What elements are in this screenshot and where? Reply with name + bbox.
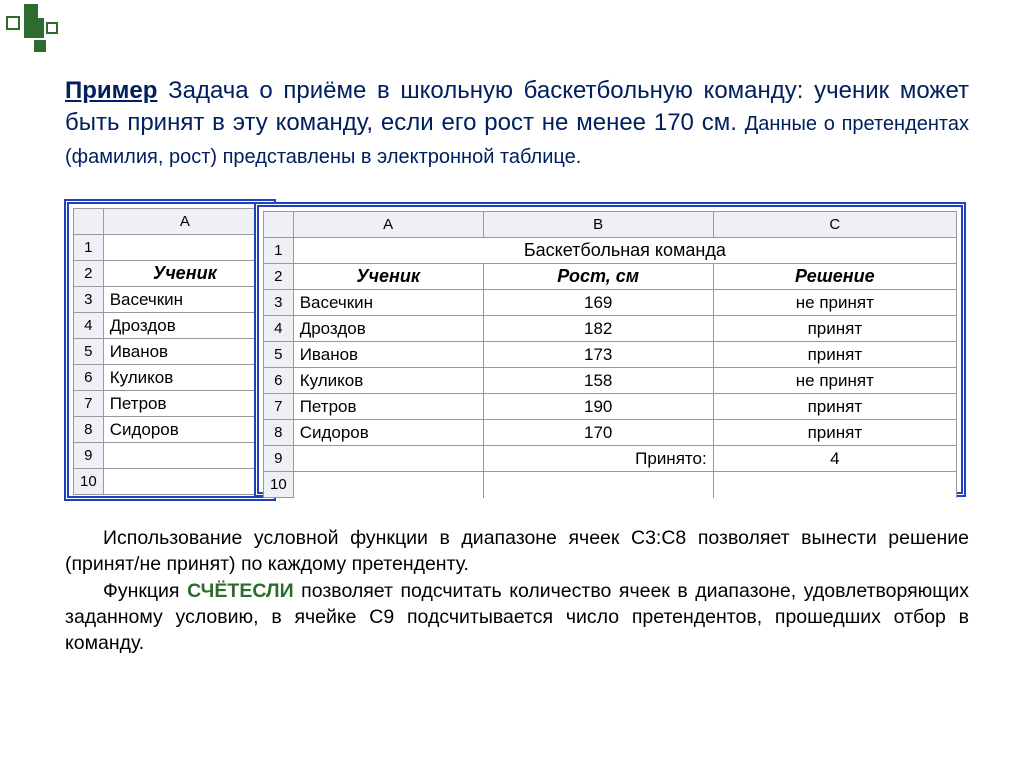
cell-height: 182 (483, 316, 713, 342)
cell-name: Васечкин (293, 290, 483, 316)
cell: Дроздов (103, 313, 266, 339)
row-num: 5 (264, 342, 294, 368)
row-num: 2 (264, 264, 294, 290)
row-num: 6 (264, 368, 294, 394)
row-num: 5 (74, 339, 104, 365)
row-num: 8 (74, 417, 104, 443)
table-row: 6 Куликов 158 не принят (264, 368, 957, 394)
cell (293, 472, 483, 498)
row-num: 9 (74, 443, 104, 469)
table-row: 5 Иванов 173 принят (264, 342, 957, 368)
cell (713, 472, 956, 498)
front-spreadsheet-frame: A B C 1 Баскетбольная команда 2 Ученик Р… (255, 203, 965, 496)
cell (103, 469, 266, 495)
intro-paragraph: Пример Задача о приёме в школьную баскет… (65, 75, 969, 172)
front-spreadsheet: A B C 1 Баскетбольная команда 2 Ученик Р… (263, 211, 957, 498)
row-num: 8 (264, 420, 294, 446)
table-row: 7 Петров 190 принят (264, 394, 957, 420)
cell-height: 169 (483, 290, 713, 316)
cell-decision: принят (713, 394, 956, 420)
cell-name: Куликов (293, 368, 483, 394)
cell: Ученик (103, 261, 266, 287)
row-num: 7 (264, 394, 294, 420)
row-num: 10 (264, 472, 294, 498)
cell: Иванов (103, 339, 266, 365)
explain-line1: Использование условной функции в диапазо… (65, 527, 969, 575)
cell-height: 170 (483, 420, 713, 446)
cell-decision: не принят (713, 290, 956, 316)
row-num: 2 (74, 261, 104, 287)
row-num: 4 (264, 316, 294, 342)
row-num: 9 (264, 446, 294, 472)
row-num: 10 (74, 469, 104, 495)
table-row: 4 Дроздов 182 принят (264, 316, 957, 342)
cell-decision: принят (713, 420, 956, 446)
cell-height: 158 (483, 368, 713, 394)
row-num: 3 (74, 287, 104, 313)
row-num: 6 (74, 365, 104, 391)
cell: Васечкин (103, 287, 266, 313)
row-num: 3 (264, 290, 294, 316)
cell (483, 472, 713, 498)
back-spreadsheet-frame: A 1 2Ученик 3Васечкин 4Дроздов 5Иванов 6… (65, 200, 275, 500)
explain-line2a: Функция (103, 580, 187, 602)
cell-name: Иванов (293, 342, 483, 368)
col-header: C (713, 212, 956, 238)
cell: Петров (103, 391, 266, 417)
col-name: Рост, см (483, 264, 713, 290)
col-name: Решение (713, 264, 956, 290)
corner-logo (4, 4, 64, 52)
spreadsheet-area: A 1 2Ученик 3Васечкин 4Дроздов 5Иванов 6… (65, 200, 969, 500)
cell (103, 443, 266, 469)
row-num: 4 (74, 313, 104, 339)
table-title: Баскетбольная команда (293, 238, 956, 264)
col-header: A (103, 209, 266, 235)
cell-decision: принят (713, 316, 956, 342)
cell: Куликов (103, 365, 266, 391)
cell-height: 190 (483, 394, 713, 420)
back-spreadsheet: A 1 2Ученик 3Васечкин 4Дроздов 5Иванов 6… (73, 208, 267, 495)
cell-name: Сидоров (293, 420, 483, 446)
row-num: 1 (74, 235, 104, 261)
cell: Сидоров (103, 417, 266, 443)
row-num: 1 (264, 238, 294, 264)
cell-height: 173 (483, 342, 713, 368)
table-row: 8 Сидоров 170 принят (264, 420, 957, 446)
cell-decision: не принят (713, 368, 956, 394)
corner-cell (74, 209, 104, 235)
col-header: A (293, 212, 483, 238)
corner-cell (264, 212, 294, 238)
summary-row: 9 Принято: 4 (264, 446, 957, 472)
function-name: СЧЁТЕСЛИ (187, 580, 294, 602)
cell (103, 235, 266, 261)
summary-label: Принято: (483, 446, 713, 472)
row-num: 7 (74, 391, 104, 417)
table-row: 3 Васечкин 169 не принят (264, 290, 957, 316)
col-name: Ученик (293, 264, 483, 290)
cell (293, 446, 483, 472)
cell-name: Дроздов (293, 316, 483, 342)
table-row: 10 (264, 472, 957, 498)
cell-decision: принят (713, 342, 956, 368)
explanation-paragraph: Использование условной функции в диапазо… (65, 525, 969, 657)
col-header: B (483, 212, 713, 238)
cell-name: Петров (293, 394, 483, 420)
lead-word: Пример (65, 77, 157, 104)
summary-value: 4 (713, 446, 956, 472)
